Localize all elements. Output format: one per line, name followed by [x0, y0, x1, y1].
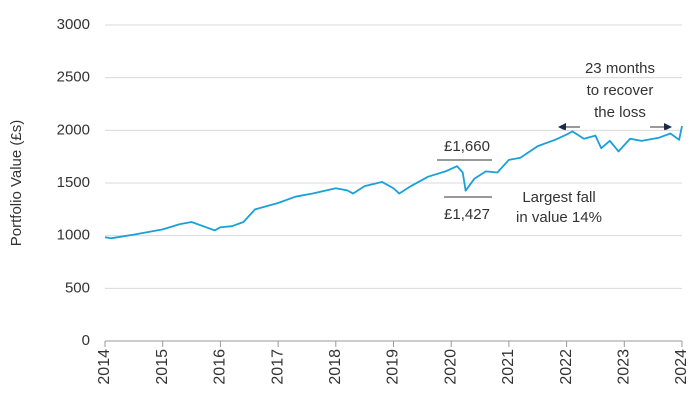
- arrow-head: [664, 123, 672, 131]
- x-tick-label: 2024: [673, 349, 689, 385]
- line: [104, 125, 683, 240]
- recovery-label: to recover: [587, 82, 654, 99]
- y-tick-label: 1500: [57, 174, 90, 191]
- y-tick-label: 0: [82, 332, 90, 349]
- x-tick-label: 2023: [616, 349, 633, 385]
- x-tick-label: 2022: [558, 349, 575, 385]
- x-tick-label: 2017: [269, 349, 286, 385]
- y-axis-label: Portfolio Value (£s): [8, 120, 25, 246]
- annotations: £1,660 £1,427 Largest fall in value 14% …: [437, 60, 672, 226]
- x-tick-label: 2019: [385, 349, 402, 385]
- fall-label: in value 14%: [516, 209, 602, 226]
- y-tick-label: 2000: [57, 121, 90, 138]
- recovery-label: 23 months: [585, 60, 655, 77]
- y-tick-label: 2500: [57, 69, 90, 86]
- y-tick-label: 3000: [57, 16, 90, 33]
- peak-label: £1,660: [444, 138, 490, 155]
- fall-label: Largest fall: [522, 189, 595, 206]
- recovery-label: the loss: [594, 104, 646, 121]
- arrow-head: [558, 123, 566, 131]
- y-tick-label: 500: [65, 279, 90, 296]
- y-tick-label: 1000: [57, 227, 90, 244]
- x-tick-label: 2014: [96, 349, 113, 385]
- x-tick-label: 2018: [327, 349, 344, 385]
- trough-label: £1,427: [444, 206, 490, 223]
- x-tick-label: 2021: [500, 349, 517, 385]
- x-tick-label: 2015: [154, 349, 171, 385]
- x-tick-label: 2020: [442, 349, 459, 385]
- x-tick-label: 2016: [212, 349, 229, 385]
